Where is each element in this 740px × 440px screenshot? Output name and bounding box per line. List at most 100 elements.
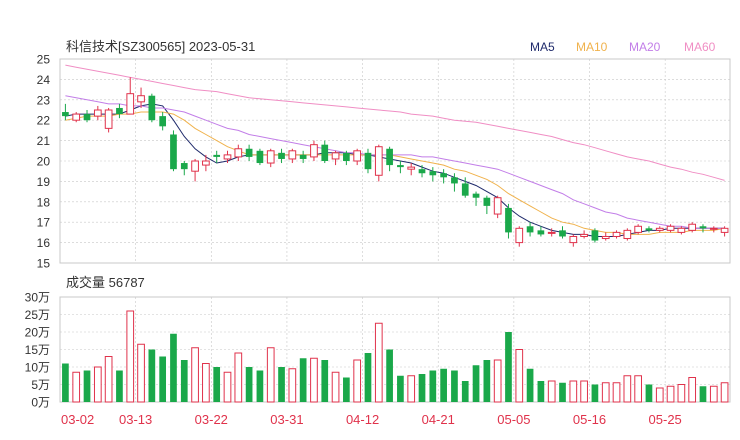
ma-line-ma10 [65, 111, 725, 235]
candle-body-down [256, 150, 264, 164]
volume-bar-down [591, 384, 599, 402]
candle-body-down [116, 107, 123, 115]
candle-body-down [505, 207, 512, 233]
volume-bar-up [623, 375, 632, 403]
candle-body-up [547, 231, 556, 234]
candle-body-up [720, 227, 729, 233]
candle-body-down [83, 114, 91, 121]
volume-bar-down [299, 358, 307, 402]
legend-ma20: MA20 [629, 40, 661, 54]
volume-tick-label: 25万 [25, 308, 50, 322]
price-tick-label: 24 [37, 73, 51, 87]
candle-body-down [429, 171, 437, 176]
volume-bar-up [331, 371, 340, 403]
volume-bar-down [418, 374, 426, 402]
volume-bar-up [191, 347, 199, 403]
volume-bar-up [223, 371, 232, 403]
volume-tick-label: 15万 [25, 343, 50, 357]
candle-body-down [159, 116, 167, 127]
candle-body-up [623, 229, 632, 240]
volume-bar-up [547, 380, 556, 403]
candle-body-down [397, 165, 404, 168]
price-tick-labels: 15 16 17 18 19 20 21 22 23 24 25 [37, 53, 51, 271]
price-tick-label: 25 [37, 53, 51, 67]
volume-bar-up [137, 343, 145, 403]
volume-bar-down [429, 370, 437, 402]
chart-title: 科信技术[SZ300565] 2023-05-31 [66, 39, 255, 54]
volume-bar-down [526, 368, 534, 402]
candle-body-down [537, 230, 545, 235]
volume-bar-down [537, 381, 545, 402]
price-tick-label: 15 [37, 257, 51, 271]
volume-bar-up [288, 368, 297, 403]
price-tick-label: 16 [37, 236, 51, 250]
candle-body-up [666, 225, 675, 231]
candle-body-up [374, 146, 383, 176]
volume-bar-down [62, 363, 69, 402]
candle-body-up [677, 227, 686, 233]
candle-body-down [343, 152, 350, 161]
candle-body-down [645, 228, 653, 231]
volume-bar-up [580, 380, 588, 403]
volume-tick-label: 30万 [25, 291, 50, 305]
volume-tick-label: 10万 [25, 361, 50, 375]
candle-body-down [213, 154, 221, 157]
candle-body-down [170, 134, 177, 170]
candle-body-down [62, 112, 69, 117]
date-tick-labels: 03-02 03-13 03-22 03-31 04-12 04-21 05-05 05-16… [61, 412, 682, 427]
volume-bar-down [256, 370, 264, 402]
legend-ma5: MA5 [530, 40, 555, 54]
candle-body-up [493, 197, 502, 215]
volume-label: 成交量 56787 [66, 275, 145, 290]
candle-body-up [191, 160, 199, 172]
volume-bar-down [83, 370, 91, 402]
volume-bar-up [688, 377, 697, 403]
candle-body-down [451, 177, 458, 184]
volume-tick-label: 0万 [31, 396, 50, 410]
volume-tick-labels: 0万 5万 10万 15万 20万 25万 30万 [25, 291, 50, 410]
price-tick-label: 20 [37, 155, 51, 169]
candle-body-up [655, 227, 664, 231]
candle-body-down [418, 169, 426, 174]
volume-bar-up [634, 375, 642, 403]
candle-body-up [72, 113, 81, 121]
candle-body-up [137, 95, 145, 103]
date-tick-label: 05-25 [649, 412, 682, 427]
volume-bar-up [202, 363, 210, 403]
volume-bar-down [699, 386, 707, 402]
date-tick-label: 05-05 [497, 412, 530, 427]
volume-bar-up [720, 382, 729, 403]
candle-body-down [483, 197, 491, 206]
volume-bar-up [93, 366, 102, 403]
candle-body-down [559, 230, 566, 237]
volume-bar-up [612, 382, 621, 403]
candle-body-up [202, 160, 210, 166]
price-tick-label: 23 [37, 93, 51, 107]
volume-bar-down [116, 370, 123, 402]
volume-bar-down [461, 381, 469, 402]
volume-bar-up [709, 385, 718, 403]
candle-body-up [234, 148, 243, 158]
candle-body-down [245, 148, 253, 157]
candle-body-up [569, 235, 578, 244]
volume-bar-down [483, 360, 491, 402]
volume-bar-up [72, 371, 81, 403]
candle-body-up [266, 150, 275, 164]
candle-body-up [688, 223, 697, 231]
candle-body-down [299, 154, 307, 159]
candle-body-down [321, 144, 329, 161]
volume-bar-up [407, 375, 416, 403]
volume-bar-down [364, 353, 372, 402]
candle-body-up [407, 166, 416, 170]
date-tick-label: 04-21 [422, 412, 455, 427]
legend-ma60: MA60 [684, 40, 716, 54]
price-tick-label: 19 [37, 175, 51, 189]
volume-bar-down [472, 365, 480, 402]
candle-body-up [93, 109, 102, 117]
candle-body-up [223, 154, 232, 160]
volume-bar-up [353, 359, 362, 403]
volume-bar-down [245, 367, 253, 402]
candlesticks [62, 77, 729, 247]
volume-bar-down [451, 370, 458, 402]
volume-bar-down [321, 360, 329, 402]
